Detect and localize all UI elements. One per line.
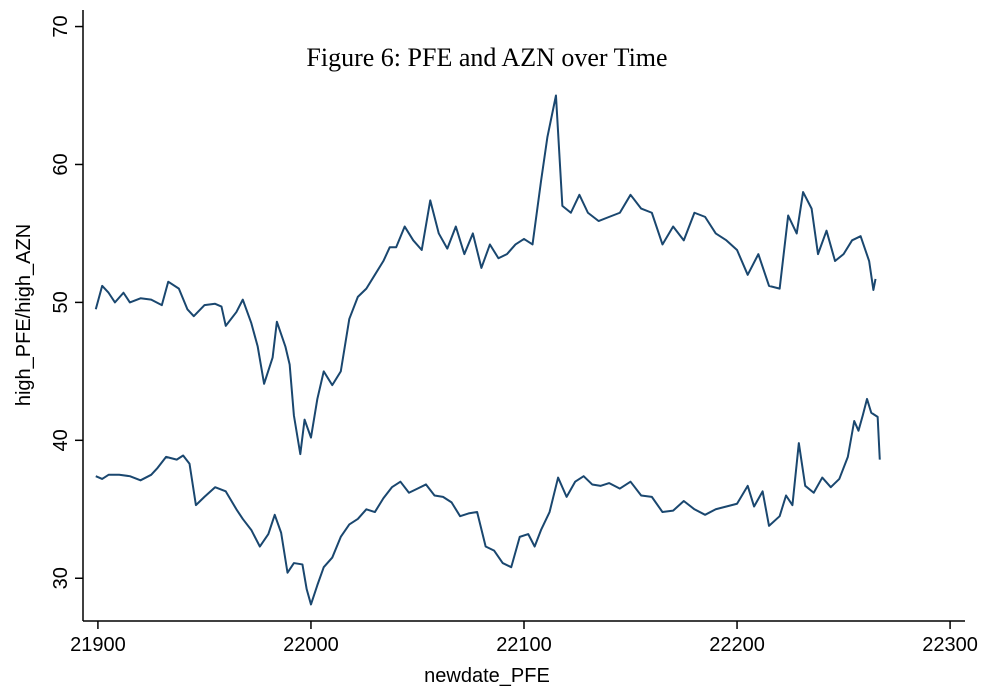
x-axis-label: newdate_PFE (424, 665, 550, 687)
x-tick-label: 22300 (922, 634, 978, 656)
y-tick-label: 40 (50, 429, 72, 451)
x-tick-label: 21900 (70, 634, 126, 656)
x-tick-label: 22000 (283, 634, 339, 656)
y-tick-label: 60 (50, 153, 72, 175)
series-line (95, 397, 881, 606)
x-tick-label: 22200 (709, 634, 765, 656)
chart-title: Figure 6: PFE and AZN over Time (306, 43, 667, 72)
y-tick-label: 50 (50, 291, 72, 313)
x-tick-label: 22100 (496, 634, 552, 656)
y-tick-label: 30 (50, 567, 72, 589)
y-tick-label: 70 (50, 15, 72, 37)
series-line (94, 94, 877, 456)
y-axis-label: high_PFE/high_AZN (13, 224, 35, 406)
